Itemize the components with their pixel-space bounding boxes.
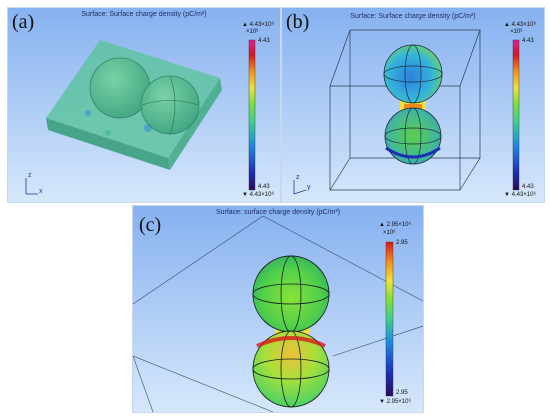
panel-a-title: Surface: Surface charge density (pC/m²) — [81, 11, 207, 18]
axis-z-label-a: z — [28, 172, 32, 179]
colorbar-a — [248, 39, 256, 191]
colorbar-a-max: ▲ 4.43×10⁶ — [242, 22, 274, 28]
colorbar-c — [385, 241, 394, 397]
panel-b-label: (b) — [286, 11, 310, 33]
colorbar-c-bottom-tick: 2.95 — [396, 390, 408, 396]
colorbar-b-multiplier: ×10⁶ — [510, 29, 523, 35]
panel-b: Surface: Surface charge density (pC/m²) … — [281, 7, 545, 203]
colorbar-a-top-tick: 4.43 — [258, 38, 270, 44]
colorbar-b-top-tick: 4.43 — [522, 38, 534, 44]
panel-c-title: Surface: surface charge density (pC/m²) — [215, 209, 341, 216]
panel-b-title: Surface: Surface charge density (pC/m²) — [350, 13, 476, 20]
axis-x-label-a: x — [39, 188, 43, 195]
axis-y-label-b: y — [307, 184, 311, 191]
panel-a-label: (a) — [12, 11, 35, 33]
dielectric-slab-side — [46, 118, 170, 170]
sphere-top — [383, 44, 443, 104]
panel-c-scene — [133, 206, 423, 412]
panel-c-label: (c) — [139, 214, 162, 236]
domain-box — [329, 29, 481, 191]
panel-b-scene — [282, 8, 544, 202]
colorbar-a-multiplier: ×10⁶ — [246, 29, 259, 35]
domain-grid — [133, 215, 423, 412]
dielectric-slab-right — [168, 78, 222, 170]
colorbar-b-bottom-tick: 4.43 — [522, 184, 534, 190]
colorbar-b — [512, 39, 520, 191]
colorbar-b-max: ▲ 4.43×10⁶ — [504, 22, 536, 28]
colorbar-a-bottom-tick: 4.43 — [258, 184, 270, 190]
axis-z-label-b: z — [296, 174, 300, 181]
panel-a: Surface: Surface charge density (pC/m²) … — [7, 7, 281, 203]
panel-c: Surface: surface charge density (pC/m²) … — [132, 205, 424, 413]
sphere-top — [252, 255, 330, 333]
colorbar-b-min: ▼ 4.43×10⁶ — [504, 192, 536, 198]
colorbar-c-min: ▼ 2.95×10⁶ — [379, 399, 411, 405]
panel-a-scene — [8, 8, 280, 202]
colorbar-c-max: ▲ 2.95×10⁶ — [379, 222, 411, 228]
sphere-right — [140, 75, 200, 135]
colorbar-c-top-tick: 2.95 — [396, 240, 408, 246]
colorbar-c-multiplier: ×10⁶ — [383, 230, 396, 236]
colorbar-a-min: ▼ 4.43×10⁶ — [242, 192, 274, 198]
